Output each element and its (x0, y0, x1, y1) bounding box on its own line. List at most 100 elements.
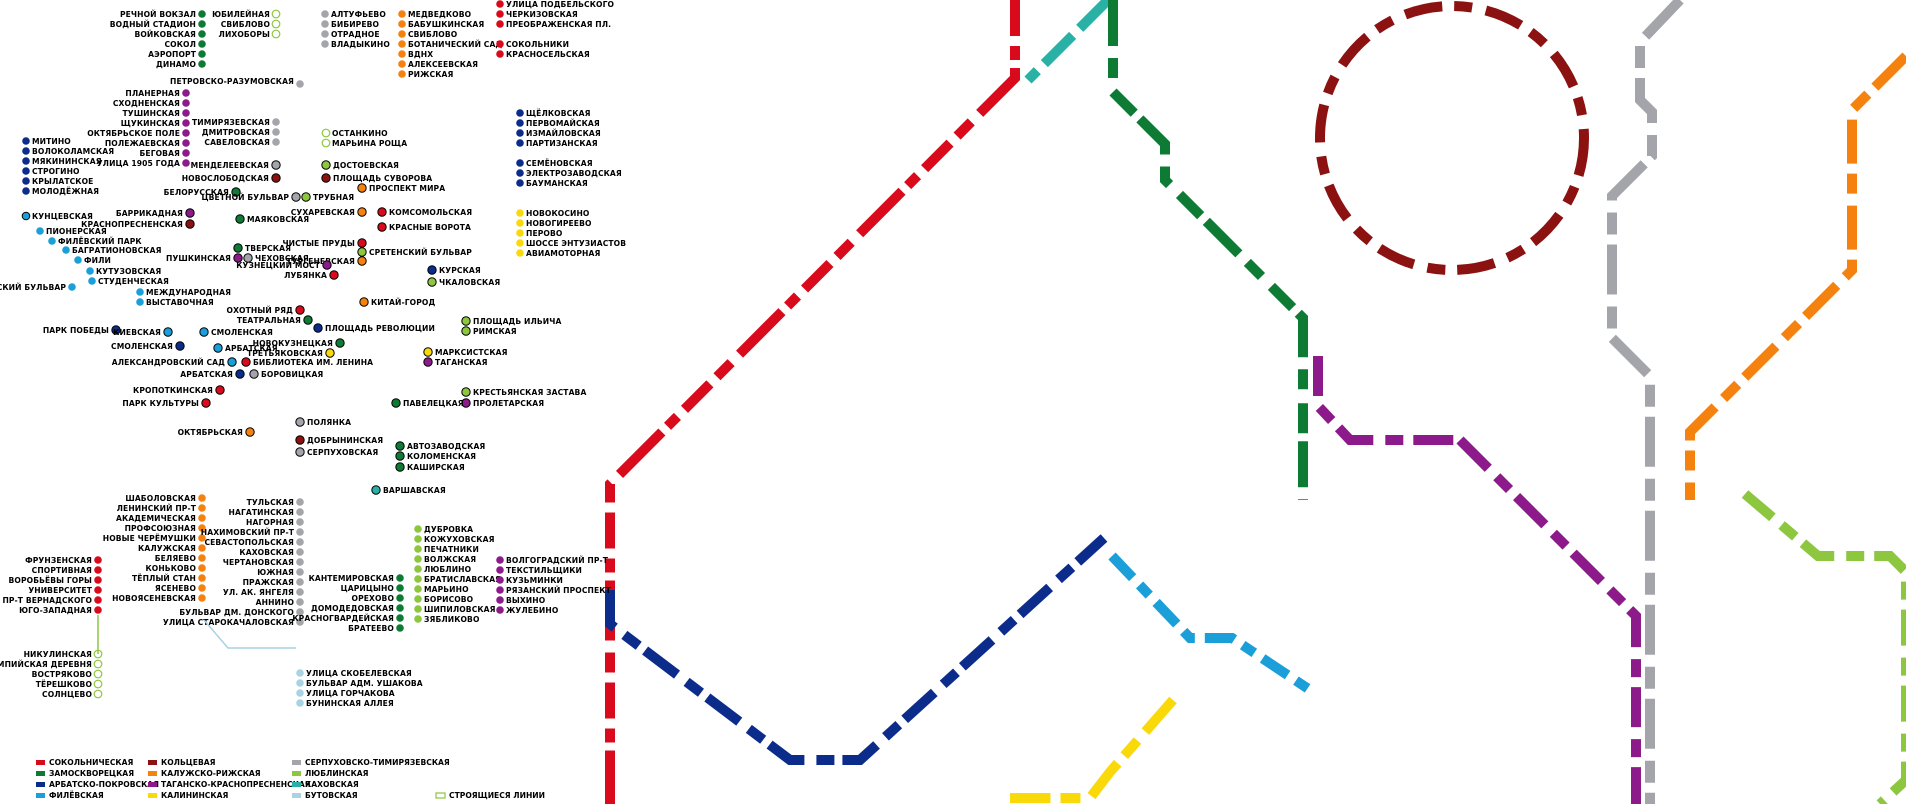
station-marker[interactable] (496, 20, 504, 28)
station-marker[interactable] (198, 10, 206, 18)
station-marker[interactable] (516, 229, 524, 237)
station-marker[interactable] (296, 608, 304, 616)
station-marker[interactable] (182, 109, 190, 117)
station-marker[interactable] (301, 192, 311, 202)
station-marker[interactable] (357, 183, 367, 193)
station-marker[interactable] (329, 270, 339, 280)
station-marker[interactable] (357, 247, 367, 257)
station-marker[interactable] (22, 157, 30, 165)
station-marker[interactable] (357, 238, 367, 248)
station-marker[interactable] (198, 494, 206, 502)
station-marker[interactable] (86, 267, 94, 275)
station-marker[interactable] (398, 20, 406, 28)
station-marker[interactable] (516, 139, 524, 147)
station-marker[interactable] (175, 341, 185, 351)
station-marker[interactable] (414, 595, 422, 603)
station-marker[interactable] (398, 10, 406, 18)
station-marker[interactable] (182, 99, 190, 107)
station-marker[interactable] (199, 327, 209, 337)
station-marker[interactable] (496, 0, 504, 8)
station-marker[interactable] (296, 80, 304, 88)
station-marker[interactable] (198, 524, 206, 532)
station-marker[interactable] (22, 177, 30, 185)
station-marker[interactable] (496, 50, 504, 58)
station-marker[interactable] (198, 514, 206, 522)
station-marker[interactable] (516, 109, 524, 117)
station-marker[interactable] (296, 538, 304, 546)
station-marker[interactable] (427, 277, 437, 287)
station-marker[interactable] (414, 575, 422, 583)
station-marker[interactable] (496, 10, 504, 18)
station-marker[interactable] (295, 447, 305, 457)
station-marker[interactable] (496, 586, 504, 594)
station-marker[interactable] (22, 147, 30, 155)
station-marker[interactable] (245, 427, 255, 437)
station-marker[interactable] (414, 615, 422, 623)
station-marker[interactable] (296, 548, 304, 556)
station-marker[interactable] (296, 669, 304, 677)
station-marker[interactable] (359, 297, 369, 307)
station-marker[interactable] (182, 159, 190, 167)
station-marker[interactable] (371, 485, 381, 495)
station-marker[interactable] (321, 30, 329, 38)
station-marker[interactable] (198, 50, 206, 58)
station-marker[interactable] (414, 555, 422, 563)
station-marker[interactable] (198, 40, 206, 48)
station-marker[interactable] (414, 585, 422, 593)
station-marker[interactable] (271, 19, 281, 29)
station-marker[interactable] (414, 565, 422, 573)
station-marker[interactable] (321, 128, 331, 138)
station-marker[interactable] (398, 70, 406, 78)
station-marker[interactable] (233, 243, 243, 253)
station-marker[interactable] (516, 209, 524, 217)
station-marker[interactable] (272, 138, 280, 146)
station-marker[interactable] (21, 211, 31, 221)
station-marker[interactable] (136, 288, 144, 296)
station-marker[interactable] (215, 385, 225, 395)
station-marker[interactable] (396, 584, 404, 592)
station-marker[interactable] (241, 357, 251, 367)
station-marker[interactable] (272, 118, 280, 126)
station-marker[interactable] (296, 588, 304, 596)
station-marker[interactable] (396, 614, 404, 622)
station-marker[interactable] (271, 29, 281, 39)
station-marker[interactable] (398, 30, 406, 38)
station-marker[interactable] (185, 208, 195, 218)
station-marker[interactable] (398, 60, 406, 68)
station-marker[interactable] (94, 596, 102, 604)
station-marker[interactable] (357, 207, 367, 217)
station-marker[interactable] (198, 504, 206, 512)
station-marker[interactable] (321, 138, 331, 148)
station-marker[interactable] (94, 576, 102, 584)
station-marker[interactable] (182, 89, 190, 97)
station-marker[interactable] (94, 606, 102, 614)
station-marker[interactable] (296, 498, 304, 506)
station-marker[interactable] (516, 249, 524, 257)
station-marker[interactable] (198, 584, 206, 592)
station-marker[interactable] (296, 598, 304, 606)
station-marker[interactable] (325, 348, 335, 358)
station-marker[interactable] (516, 119, 524, 127)
station-marker[interactable] (295, 305, 305, 315)
station-marker[interactable] (182, 129, 190, 137)
station-marker[interactable] (321, 40, 329, 48)
station-marker[interactable] (516, 169, 524, 177)
station-marker[interactable] (396, 594, 404, 602)
station-marker[interactable] (321, 10, 329, 18)
station-marker[interactable] (398, 50, 406, 58)
station-marker[interactable] (496, 40, 504, 48)
station-marker[interactable] (296, 689, 304, 697)
station-marker[interactable] (291, 192, 301, 202)
station-marker[interactable] (243, 253, 253, 263)
station-marker[interactable] (198, 554, 206, 562)
station-marker[interactable] (321, 160, 331, 170)
station-marker[interactable] (93, 689, 103, 699)
station-marker[interactable] (198, 544, 206, 552)
station-marker[interactable] (136, 298, 144, 306)
station-marker[interactable] (235, 369, 245, 379)
station-marker[interactable] (322, 260, 332, 270)
station-marker[interactable] (303, 315, 313, 325)
station-marker[interactable] (198, 20, 206, 28)
station-marker[interactable] (36, 227, 44, 235)
station-marker[interactable] (461, 316, 471, 326)
